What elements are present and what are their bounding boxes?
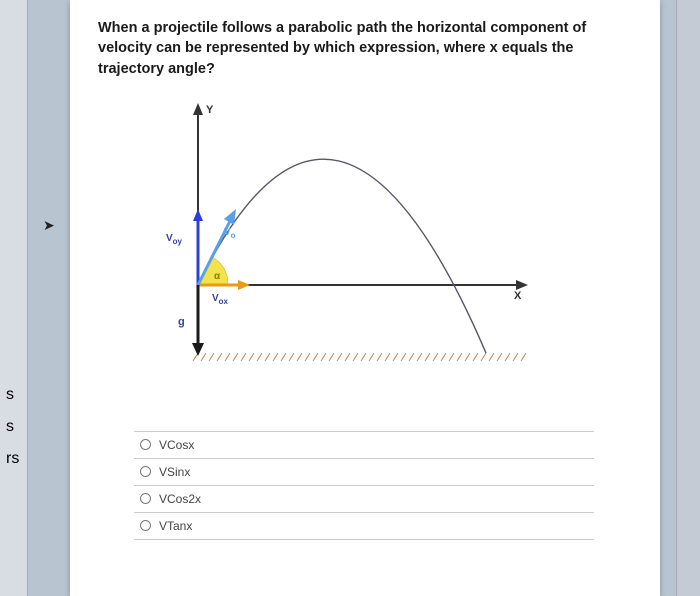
option-row[interactable]: VCos2x [134, 486, 594, 513]
option-label: VCosx [159, 438, 194, 452]
radio-icon[interactable] [140, 439, 151, 450]
options-list: VCosx VSinx VCos2x VTanx [134, 431, 594, 540]
option-label: VSinx [159, 465, 190, 479]
v-label: Vo [224, 227, 236, 240]
cursor-icon: ➤ [43, 217, 55, 234]
angle-label: α [214, 271, 221, 282]
parabola-path [198, 159, 486, 353]
x-axis-arrow-icon [516, 280, 528, 290]
left-tab-2: rs [6, 450, 19, 468]
option-label: VCos2x [159, 492, 201, 506]
g-label: g [178, 316, 185, 328]
radio-icon[interactable] [140, 493, 151, 504]
right-sidebar [676, 0, 700, 596]
option-label: VTanx [159, 519, 192, 533]
radio-icon[interactable] [140, 466, 151, 477]
radio-icon[interactable] [140, 520, 151, 531]
question-card: When a projectile follows a parabolic pa… [70, 0, 660, 596]
y-axis-label: Y [206, 104, 214, 116]
projectile-figure: Y X α Vox Voy [116, 93, 546, 403]
left-tab-0: s [6, 386, 14, 404]
voy-label: Voy [166, 233, 183, 246]
y-axis-arrow-icon [193, 103, 203, 115]
left-sidebar: s s rs [0, 0, 28, 596]
option-row[interactable]: VTanx [134, 513, 594, 540]
g-arrow-icon [192, 343, 204, 356]
vox-arrow-icon [238, 280, 250, 290]
x-axis-label: X [514, 290, 522, 302]
voy-arrow-icon [193, 209, 203, 221]
question-text: When a projectile follows a parabolic pa… [98, 18, 632, 79]
vox-label: Vox [212, 293, 229, 306]
option-row[interactable]: VCosx [134, 431, 594, 459]
option-row[interactable]: VSinx [134, 459, 594, 486]
left-tab-1: s [6, 418, 14, 436]
